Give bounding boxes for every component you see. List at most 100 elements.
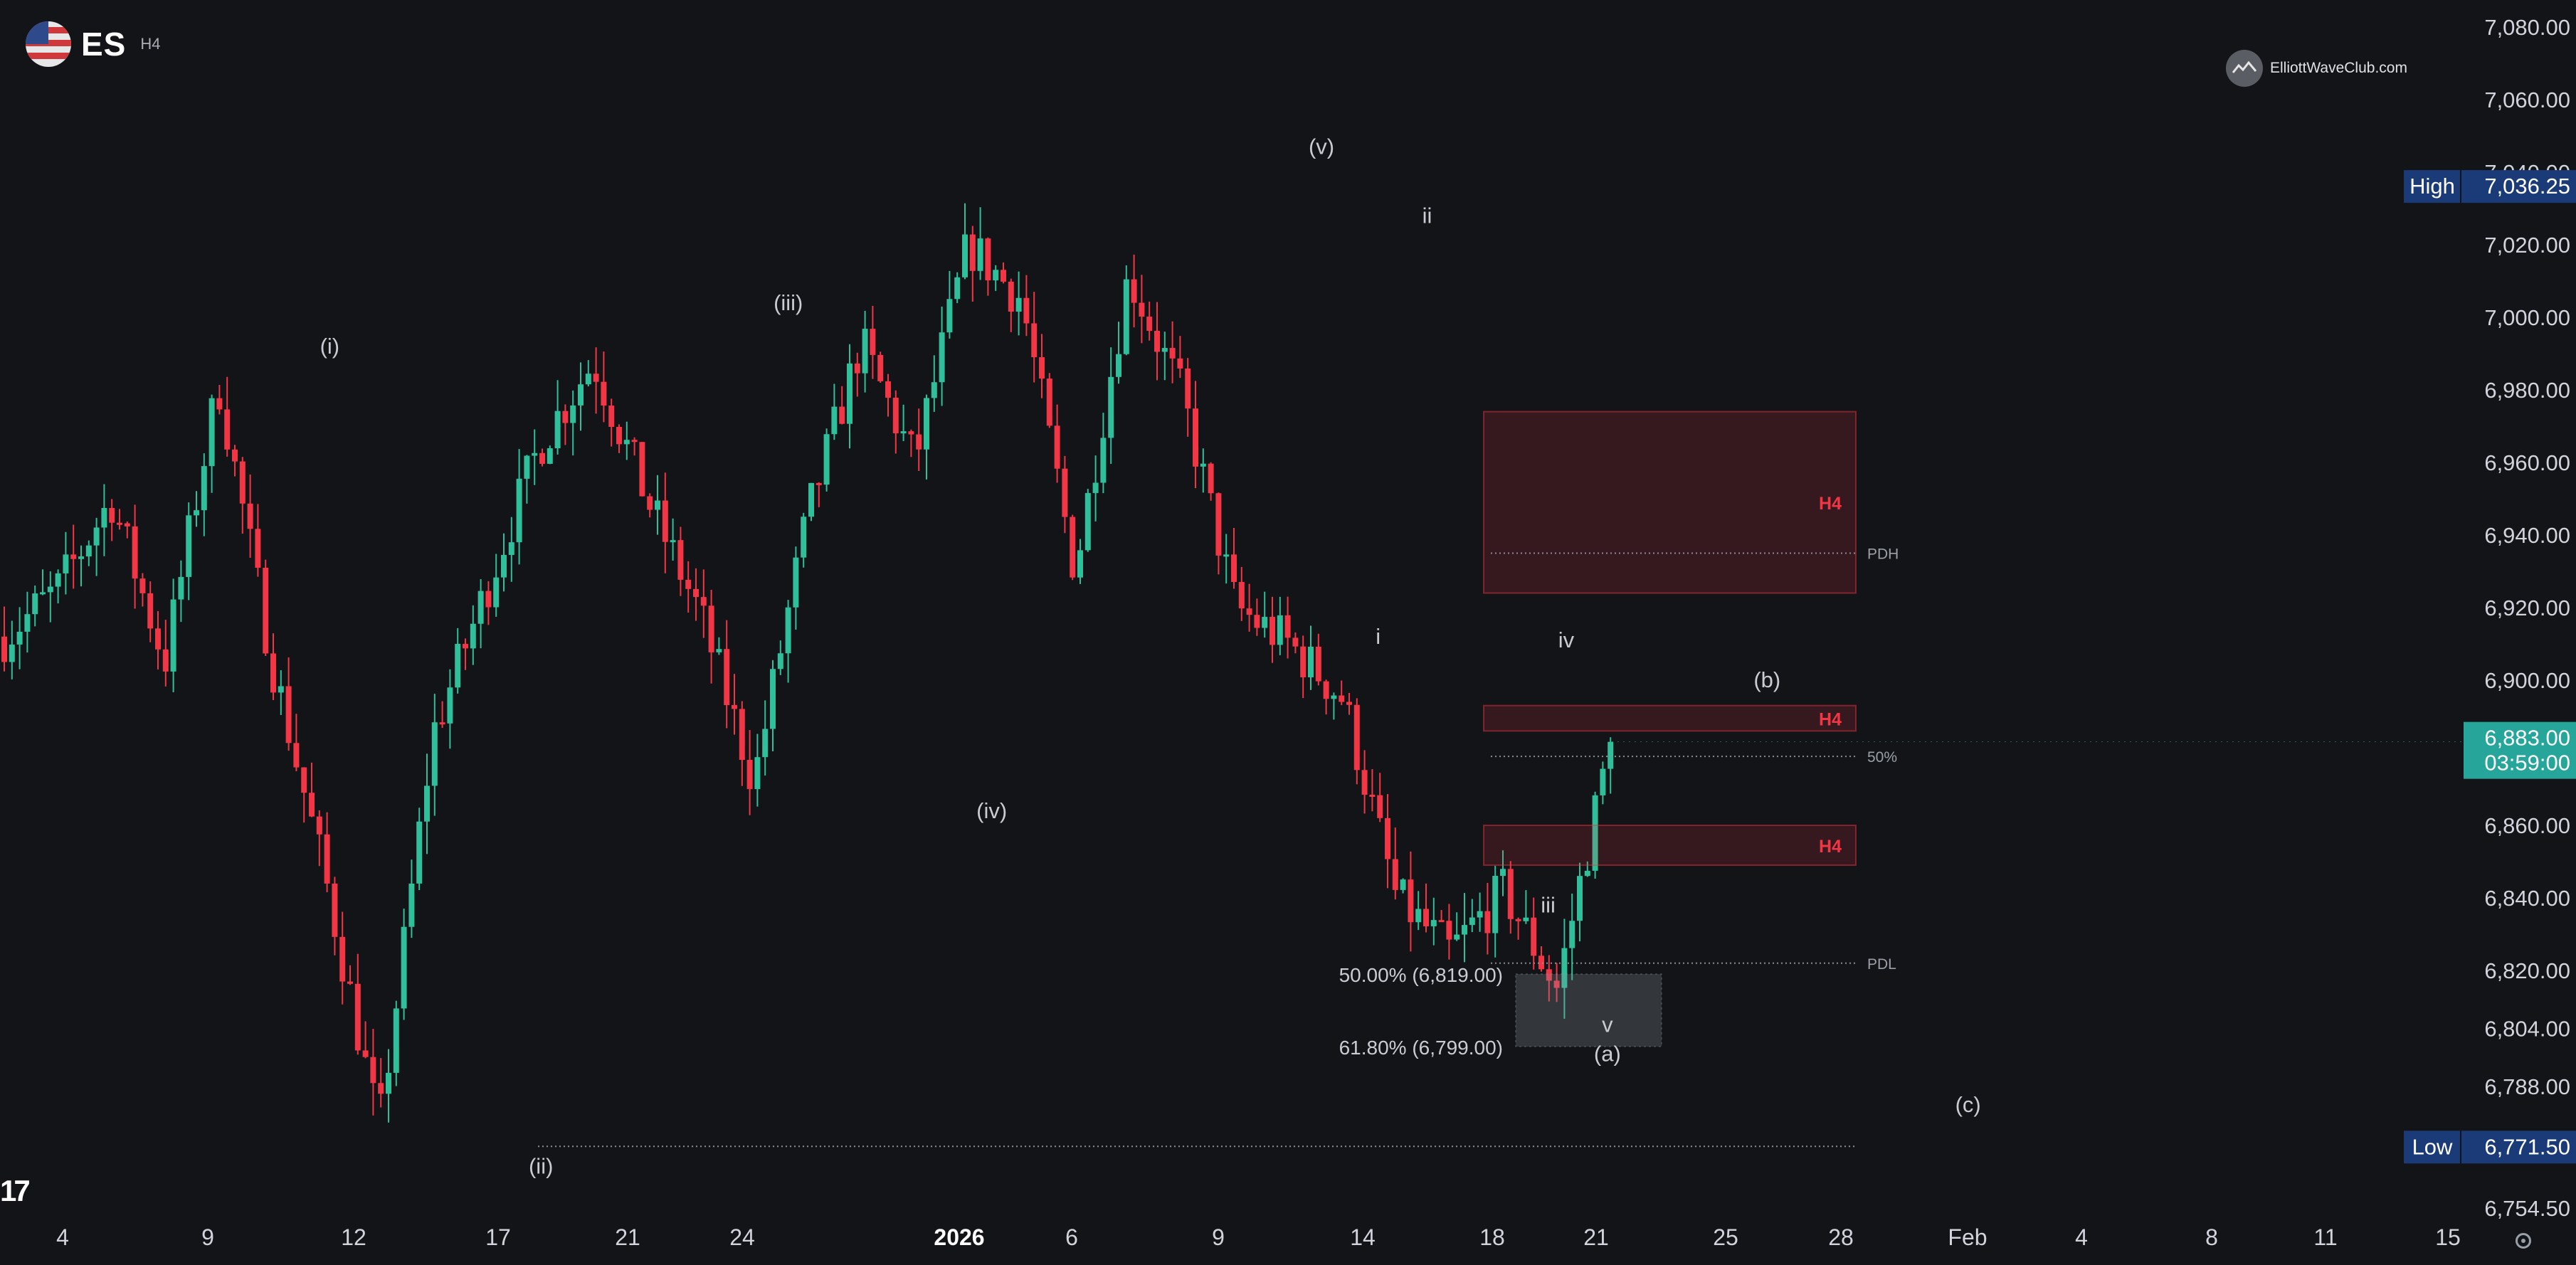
y-tick-label: 7,060.00 — [2484, 88, 2570, 112]
candle-body — [677, 540, 684, 580]
wave-logo-icon — [2226, 50, 2263, 87]
candle-body — [1284, 615, 1291, 638]
x-tick-label: 25 — [1713, 1224, 1738, 1250]
symbol-header[interactable]: ES H4 — [26, 21, 161, 67]
candle-body — [386, 1072, 391, 1094]
candle-body — [393, 1008, 399, 1073]
wave-label: (ii) — [529, 1154, 553, 1179]
y-tick-label: 6,820.00 — [2484, 958, 2570, 983]
candle-body — [216, 398, 223, 410]
x-tick-label: 15 — [2435, 1224, 2461, 1250]
candle-body — [939, 332, 945, 383]
wave-label: (b) — [1753, 667, 1780, 692]
candle-body — [339, 936, 346, 982]
candle-body — [1454, 934, 1460, 940]
wave-label: (iii) — [774, 290, 803, 315]
candle-body — [1592, 795, 1598, 871]
x-tick-label: 24 — [729, 1224, 755, 1250]
x-tick-label: 17 — [485, 1224, 511, 1250]
candle-body — [801, 517, 807, 558]
candle-body — [892, 397, 899, 433]
y-tick-label: 6,840.00 — [2484, 886, 2570, 911]
candle-body — [109, 507, 115, 523]
candle-body — [1070, 517, 1076, 578]
candle-body — [1108, 376, 1114, 438]
candle-body — [63, 554, 69, 573]
x-tick-label: 9 — [1212, 1224, 1225, 1250]
candle-body — [1561, 948, 1568, 988]
candle-body — [132, 526, 138, 579]
fib-label: 61.80% (6,799.00) — [1339, 1037, 1503, 1059]
candle-body — [969, 234, 976, 271]
candle-body — [1231, 554, 1237, 582]
candle-body — [931, 382, 937, 398]
candle-body — [501, 554, 507, 578]
candle-body — [1531, 917, 1537, 956]
candle-body — [908, 431, 914, 435]
wave-label: (c) — [1955, 1092, 1981, 1117]
y-tick-label: 6,920.00 — [2484, 596, 2570, 620]
low-label: Low — [2412, 1134, 2453, 1159]
fib-label: 50.00% (6,819.00) — [1339, 964, 1503, 986]
candle-body — [424, 785, 430, 822]
h4-zone — [1483, 704, 1857, 732]
candle-body — [1515, 919, 1521, 921]
candle-body — [1346, 702, 1352, 705]
candle-body — [117, 522, 122, 525]
candle-body — [1001, 270, 1006, 282]
candle-body — [516, 478, 522, 543]
candle-body — [1353, 704, 1360, 771]
candle-body — [147, 593, 154, 629]
candle-body — [1015, 297, 1022, 312]
candle-body — [170, 599, 176, 672]
y-tick-label: 6,754.50 — [2484, 1196, 2570, 1221]
candle-body — [770, 669, 776, 729]
candle-body — [724, 649, 730, 706]
settings-icon[interactable] — [2516, 1233, 2531, 1249]
candle-body — [455, 643, 461, 688]
candle-body — [477, 591, 484, 624]
low-tag — [2404, 1131, 2576, 1164]
candle-body — [332, 883, 338, 937]
candle-body — [470, 623, 476, 649]
candle-body — [1169, 348, 1176, 359]
x-tick-label: Feb — [1948, 1224, 1987, 1250]
candle-body — [1161, 348, 1168, 352]
candle-body — [1308, 646, 1314, 677]
timeframe-label[interactable]: H4 — [140, 35, 161, 53]
candle-body — [977, 238, 983, 271]
wave-label: i — [1376, 624, 1381, 649]
candle-body — [324, 834, 330, 884]
wave-label: iii — [1541, 892, 1556, 917]
candle-body — [270, 653, 276, 693]
candle-body — [485, 591, 492, 608]
candle-body — [831, 406, 838, 435]
candle-body — [1415, 909, 1422, 923]
candle-body — [378, 1083, 384, 1094]
candle-body — [1031, 323, 1038, 358]
tradingview-logo[interactable]: 17 — [0, 1174, 31, 1207]
candle-body — [1446, 921, 1452, 940]
candle-body — [870, 329, 876, 355]
candle-body — [178, 576, 184, 600]
candle-body — [55, 573, 61, 587]
candle-body — [585, 374, 591, 385]
high-label: High — [2409, 174, 2455, 199]
candle-body — [1200, 463, 1206, 467]
candle-body — [93, 527, 100, 546]
x-tick-label: 8 — [2205, 1224, 2218, 1250]
candle-body — [1400, 879, 1406, 890]
candle-body — [854, 363, 860, 374]
candle-body — [1569, 921, 1575, 948]
candle-body — [1054, 425, 1060, 469]
wave-label: (iv) — [976, 798, 1007, 823]
candle-body — [639, 442, 645, 497]
brand-watermark: ElliottWaveClub.com — [2226, 50, 2407, 87]
candle-body — [1177, 358, 1183, 369]
x-tick-label: 14 — [1350, 1224, 1376, 1250]
candle-body — [247, 503, 253, 529]
h4-zone — [1483, 824, 1857, 867]
candle-body — [1492, 876, 1499, 933]
x-tick-label: 21 — [1583, 1224, 1609, 1250]
